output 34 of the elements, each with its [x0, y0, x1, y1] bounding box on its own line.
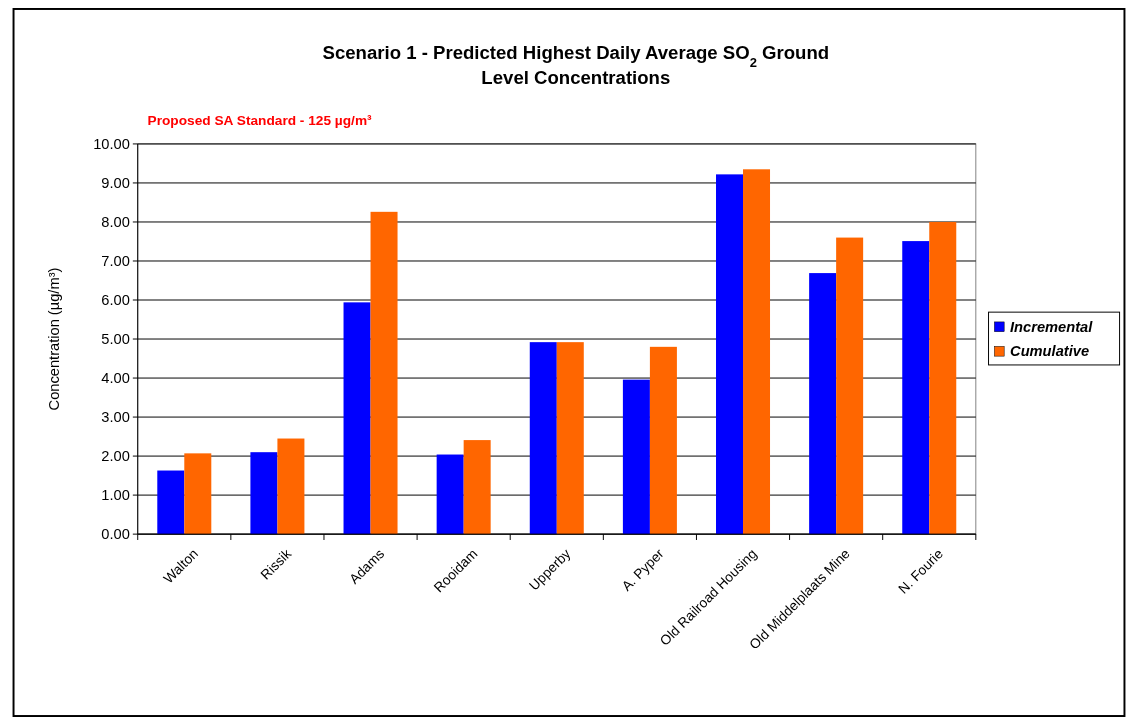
y-tick-label: 2.00	[101, 448, 130, 465]
y-tick-label: 7.00	[101, 253, 130, 270]
y-axis-title: Concentration (µg/m³)	[46, 267, 63, 411]
bar	[716, 174, 744, 535]
legend-label: Cumulative	[1010, 343, 1090, 360]
bar	[157, 470, 185, 535]
y-tick-label: 4.00	[101, 370, 130, 387]
bar	[436, 454, 464, 535]
bar	[370, 211, 398, 535]
y-tick-label: 10.00	[93, 136, 130, 153]
bar	[649, 346, 677, 535]
legend-label: Incremental	[1010, 318, 1094, 335]
bar	[277, 438, 305, 535]
y-tick-label: 8.00	[101, 214, 130, 231]
bar	[836, 237, 864, 535]
bar	[902, 241, 930, 535]
bar	[556, 342, 584, 535]
y-tick-label: 0.00	[101, 526, 130, 543]
bar	[743, 169, 771, 535]
y-tick-label: 6.00	[101, 292, 130, 309]
y-tick-label: 5.00	[101, 331, 130, 348]
bar	[529, 342, 557, 535]
bar	[622, 379, 650, 535]
bar	[809, 273, 837, 535]
bar	[184, 453, 212, 535]
chart-title: Scenario 1 - Predicted Highest Daily Average SO$_{2}$ Ground Level Concentrations	[322, 41, 830, 89]
bar	[929, 221, 957, 535]
bar	[343, 302, 371, 535]
bar	[250, 452, 278, 535]
text: Proposed SA Standard - 125 µg/m³	[147, 113, 373, 129]
y-tick-label: 3.00	[101, 409, 130, 426]
bar	[463, 440, 491, 535]
y-tick-label: 1.00	[101, 487, 130, 504]
y-tick-label: 9.00	[101, 175, 130, 192]
